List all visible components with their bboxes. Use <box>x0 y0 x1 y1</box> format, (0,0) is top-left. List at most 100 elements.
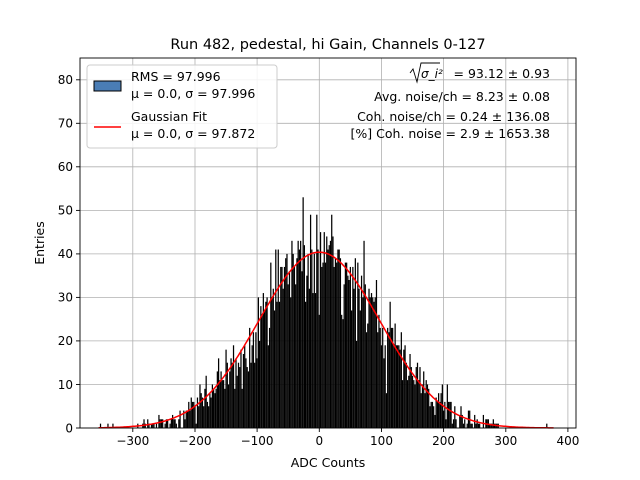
histogram-bar <box>219 380 221 428</box>
histogram-bar <box>270 262 272 428</box>
histogram-bar <box>312 293 314 428</box>
histogram-bar <box>271 297 273 428</box>
histogram-bar <box>316 214 318 428</box>
noise-annotations: σ_i² = 93.12 ± 0.93 Avg. noise/ch = 8.23… <box>350 62 550 141</box>
histogram-bar <box>424 393 426 428</box>
histogram-bar <box>466 423 468 428</box>
histogram-bar <box>344 262 347 428</box>
histogram-bar <box>450 401 452 428</box>
histogram-bar <box>213 388 215 428</box>
histogram-bar <box>211 384 214 428</box>
histogram-bar <box>200 393 202 428</box>
histogram-bar <box>389 301 391 428</box>
histogram-bar <box>388 332 390 428</box>
histogram-bar <box>150 423 153 428</box>
histogram-bar <box>319 232 322 428</box>
histogram-bar <box>425 380 427 428</box>
histogram-bar <box>387 327 389 428</box>
histogram-bar <box>372 297 374 428</box>
histogram-bar <box>433 406 435 428</box>
legend-box <box>86 64 278 149</box>
annotation-avg-noise: Avg. noise/ch = 8.23 ± 0.08 <box>374 89 550 104</box>
histogram-bar <box>332 236 334 428</box>
histogram-bar <box>195 423 197 428</box>
histogram-bar <box>337 249 339 428</box>
legend-fit-label: Gaussian Fit <box>131 109 207 124</box>
histogram-bar <box>377 332 379 428</box>
histogram-bar <box>435 397 437 428</box>
x-tick-label: 100 <box>370 434 393 448</box>
sqrt-symbol <box>409 62 440 84</box>
histogram-bar <box>343 284 345 428</box>
histogram-bar <box>303 245 305 428</box>
histogram-bar <box>252 332 255 428</box>
histogram-bar <box>476 419 478 428</box>
histogram-bar <box>155 423 158 428</box>
histogram-bar <box>406 380 409 428</box>
histogram-bar <box>324 262 327 428</box>
histogram-bar <box>321 266 323 428</box>
histogram-bar <box>159 419 161 428</box>
histogram-bar <box>167 419 169 428</box>
histogram-bar <box>185 410 187 428</box>
histogram-bar <box>144 423 146 428</box>
histogram-bar <box>178 419 180 428</box>
gaussian-fit-line <box>98 251 554 429</box>
histogram-bar <box>447 401 450 428</box>
x-tick-label: 400 <box>556 434 579 448</box>
histogram-bar <box>314 293 317 428</box>
histogram-bar <box>281 266 283 428</box>
histogram-bar <box>401 380 404 428</box>
histogram-bar <box>171 414 174 428</box>
histogram-bar <box>205 375 207 428</box>
histogram-bar <box>359 310 361 428</box>
histogram-bar <box>375 280 378 428</box>
histogram-bar <box>405 362 407 428</box>
histogram-bar <box>308 288 310 428</box>
histogram-bar <box>419 367 421 428</box>
histogram-bar <box>170 419 172 428</box>
histogram-bar <box>400 332 402 428</box>
histogram-bar <box>165 419 168 428</box>
x-tick-label: 300 <box>494 434 517 448</box>
histogram-bar <box>360 275 363 428</box>
x-tick-label: −200 <box>179 434 212 448</box>
histogram-bar <box>327 249 329 428</box>
histogram-bar <box>323 232 325 428</box>
histogram-bar <box>322 262 324 428</box>
y-tick-label: 20 <box>58 334 73 348</box>
histogram-bar <box>339 258 342 428</box>
histogram-bar <box>175 423 177 428</box>
histogram-bar <box>209 393 211 428</box>
histogram-bar <box>428 388 430 428</box>
histogram-bar <box>273 310 276 428</box>
histogram-bar <box>174 419 176 428</box>
histogram-bar <box>249 327 251 428</box>
histogram-bar <box>451 423 453 428</box>
legend-histogram-stats: μ = 0.0, σ = 97.996 <box>131 86 255 101</box>
histogram-bar <box>368 288 370 428</box>
histogram-bar <box>285 258 287 428</box>
histogram-bar <box>423 371 425 428</box>
x-tick-label: −100 <box>241 434 274 448</box>
histogram-bar <box>383 358 385 428</box>
histogram-bar <box>354 258 356 428</box>
histogram-bar <box>266 297 268 428</box>
histogram-bar <box>260 306 262 428</box>
histogram-bar <box>409 354 411 428</box>
histogram-bar <box>277 249 279 428</box>
histogram-bar <box>378 314 380 428</box>
histogram-bar <box>186 410 189 428</box>
histogram-bar <box>295 284 297 428</box>
histogram-bar <box>261 314 263 428</box>
histogram-bar <box>362 297 364 428</box>
histogram-bar <box>393 345 395 428</box>
histogram-bar <box>449 401 451 428</box>
histogram-bar <box>363 240 365 428</box>
histogram-bar <box>164 423 166 428</box>
histogram-bar <box>477 423 480 428</box>
histogram-bar <box>229 371 231 428</box>
histogram-bar <box>411 375 414 428</box>
histogram-bar <box>191 401 194 428</box>
y-tick-label: 80 <box>58 73 73 87</box>
